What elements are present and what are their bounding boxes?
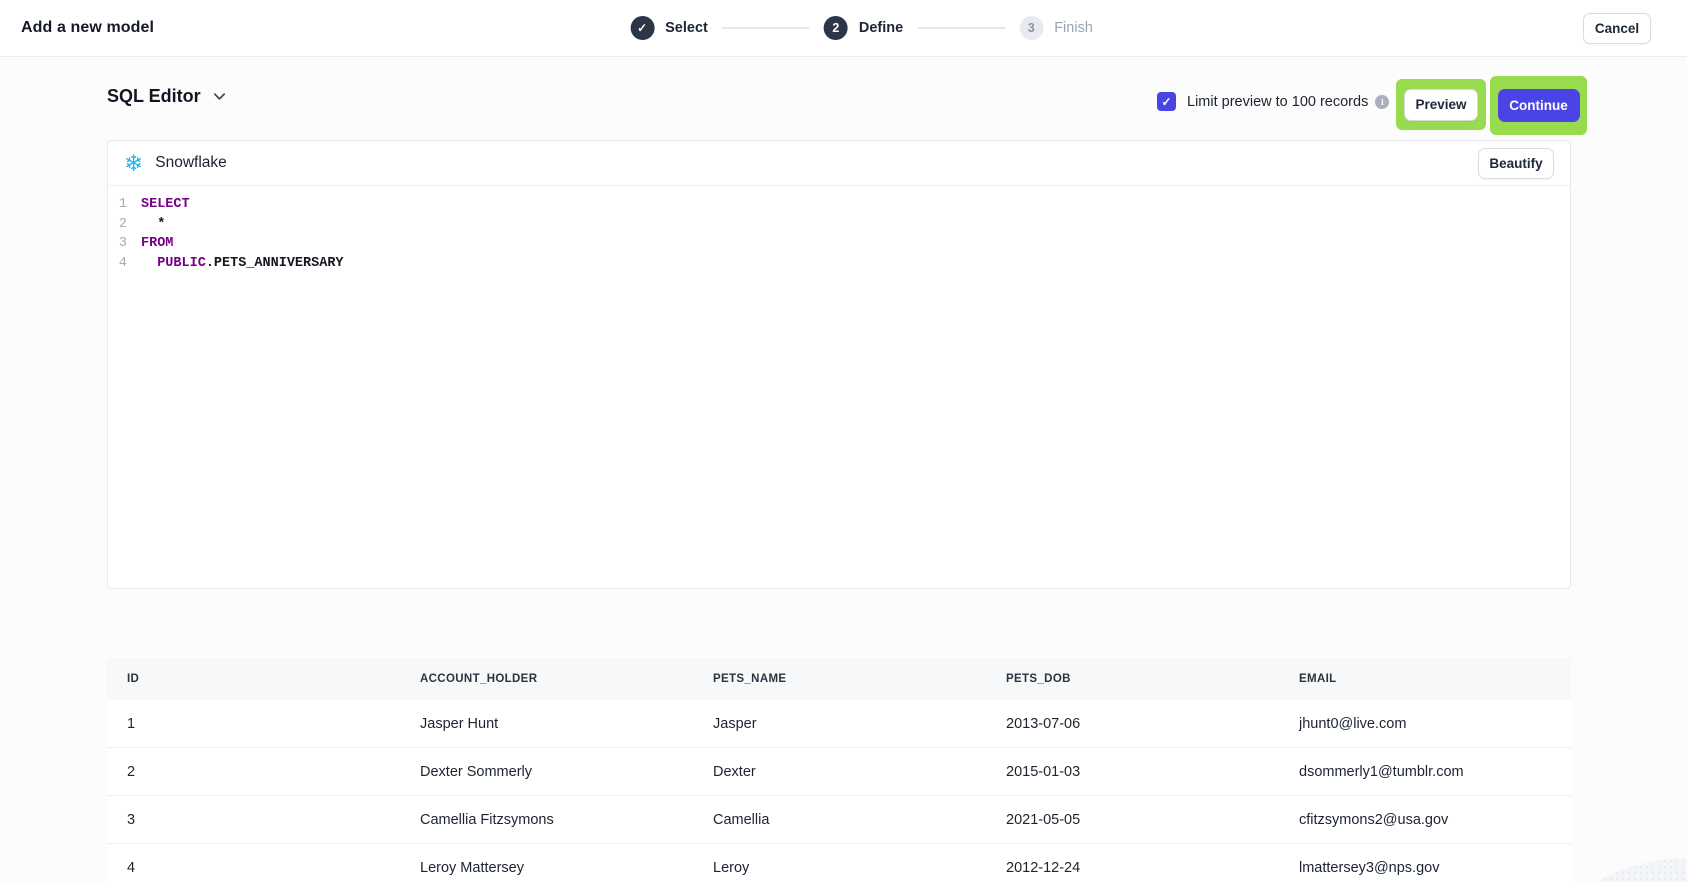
cell: 2021-05-05 bbox=[1006, 811, 1081, 828]
stepper-step-finish: 3 Finish bbox=[1019, 16, 1093, 40]
code-line: 2 * bbox=[108, 215, 1570, 235]
cell: 2 bbox=[127, 763, 136, 780]
sql-keyword: SELECT bbox=[141, 197, 190, 212]
limit-preview-label: Limit preview to 100 records bbox=[1187, 93, 1369, 110]
cell: Dexter bbox=[713, 763, 756, 780]
cell: Leroy bbox=[713, 859, 750, 876]
sql-editor-card: ❄ Snowflake Beautify 1 SELECT 2 * 3 FROM… bbox=[107, 140, 1571, 589]
stepper-connector-2 bbox=[917, 27, 1006, 29]
sql-keyword: FROM bbox=[141, 236, 174, 251]
table-row: 4 Leroy Mattersey Leroy 2012-12-24 lmatt… bbox=[107, 844, 1571, 882]
continue-button[interactable]: Continue bbox=[1497, 89, 1580, 122]
chat-widget[interactable] bbox=[1572, 858, 1687, 882]
preview-button[interactable]: Preview bbox=[1404, 88, 1478, 121]
cell: 2013-07-06 bbox=[1006, 715, 1081, 732]
line-number: 4 bbox=[118, 255, 127, 271]
sql-text: .PETS_ANNIVERSARY bbox=[205, 255, 344, 271]
beautify-button[interactable]: Beautify bbox=[1478, 147, 1554, 179]
cell: Dexter Sommerly bbox=[420, 763, 532, 780]
table-header-row: ID ACCOUNT_HOLDER PETS_NAME PETS_DOB EMA… bbox=[107, 658, 1571, 700]
stepper-connector-1 bbox=[721, 27, 810, 29]
sql-text: * bbox=[141, 216, 166, 232]
table-row: 2 Dexter Sommerly Dexter 2015-01-03 dsom… bbox=[107, 748, 1571, 796]
sql-editor-title: SQL Editor bbox=[107, 86, 201, 106]
cell: 2015-01-03 bbox=[1006, 763, 1081, 780]
step-label-select: Select bbox=[665, 20, 708, 36]
line-number: 1 bbox=[118, 197, 127, 212]
cell: 4 bbox=[127, 859, 136, 876]
column-header-email: EMAIL bbox=[1299, 673, 1337, 685]
cell: jhunt0@live.com bbox=[1299, 715, 1407, 732]
chevron-down-icon bbox=[213, 93, 225, 100]
check-icon: ✓ bbox=[630, 16, 655, 40]
code-line: 1 SELECT bbox=[108, 195, 1570, 215]
column-header-pets-dob: PETS_DOB bbox=[1006, 673, 1071, 685]
cell: Camellia bbox=[713, 811, 770, 828]
results-table: ID ACCOUNT_HOLDER PETS_NAME PETS_DOB EMA… bbox=[107, 658, 1571, 882]
page-title: Add a new model bbox=[21, 19, 155, 36]
sql-keyword: PUBLIC bbox=[157, 255, 206, 271]
cell: Jasper bbox=[713, 715, 757, 732]
sql-editor-dropdown[interactable]: SQL Editor bbox=[107, 86, 227, 107]
stepper-step-select[interactable]: ✓ Select bbox=[630, 16, 708, 40]
topbar: Add a new model ✓ Select 2 Define 3 Fini… bbox=[0, 0, 1687, 57]
code-line: 3 FROM bbox=[108, 234, 1570, 254]
cell: 3 bbox=[127, 811, 136, 828]
cell: Leroy Mattersey bbox=[420, 859, 524, 876]
stepper: ✓ Select 2 Define 3 Finish bbox=[630, 16, 1093, 40]
info-icon[interactable]: i bbox=[1375, 94, 1390, 109]
preview-highlight-box: Preview bbox=[1396, 79, 1486, 130]
step-number-3: 3 bbox=[1019, 16, 1044, 40]
cell: 1 bbox=[127, 715, 136, 732]
editor-card-header: ❄ Snowflake Beautify bbox=[108, 141, 1570, 186]
step-label-define: Define bbox=[858, 20, 904, 36]
snowflake-icon: ❄ bbox=[124, 149, 144, 176]
sql-code-editor[interactable]: 1 SELECT 2 * 3 FROM 4 PUBLIC.PETS_ANNIVE… bbox=[108, 186, 1570, 282]
cell: lmattersey3@nps.gov bbox=[1299, 859, 1440, 876]
cell: Jasper Hunt bbox=[420, 715, 499, 732]
line-number: 3 bbox=[118, 236, 127, 251]
step-number-2: 2 bbox=[823, 16, 848, 40]
cancel-button[interactable]: Cancel bbox=[1583, 13, 1651, 44]
column-header-account-holder: ACCOUNT_HOLDER bbox=[420, 673, 538, 685]
limit-preview-group: ✓ Limit preview to 100 records i bbox=[1157, 92, 1390, 111]
step-label-finish: Finish bbox=[1054, 20, 1093, 36]
table-row: 3 Camellia Fitzsymons Camellia 2021-05-0… bbox=[107, 796, 1571, 844]
table-row: 1 Jasper Hunt Jasper 2013-07-06 jhunt0@l… bbox=[107, 700, 1571, 748]
code-line: 4 PUBLIC.PETS_ANNIVERSARY bbox=[108, 254, 1570, 274]
cell: 2012-12-24 bbox=[1006, 859, 1081, 876]
column-header-pets-name: PETS_NAME bbox=[713, 673, 787, 685]
cell: dsommerly1@tumblr.com bbox=[1299, 763, 1464, 780]
stepper-step-define[interactable]: 2 Define bbox=[823, 16, 904, 40]
continue-highlight-box: Continue bbox=[1490, 76, 1587, 135]
line-number: 2 bbox=[118, 216, 127, 232]
cell: cfitzsymons2@usa.gov bbox=[1299, 811, 1449, 828]
source-name: Snowflake bbox=[155, 154, 227, 171]
cell: Camellia Fitzsymons bbox=[420, 811, 554, 828]
column-header-id: ID bbox=[127, 673, 140, 685]
limit-preview-checkbox[interactable]: ✓ bbox=[1157, 92, 1176, 111]
